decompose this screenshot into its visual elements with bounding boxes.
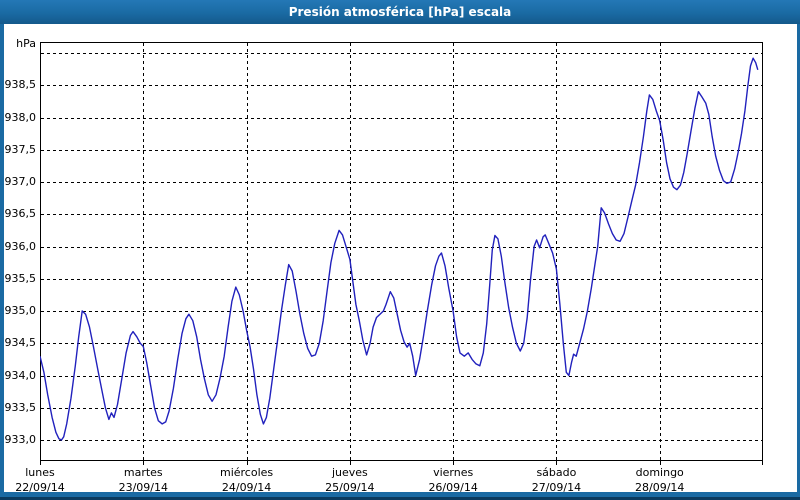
x-axis-tick [40,461,41,465]
x-day-date-label: 27/09/14 [531,481,582,494]
window-border-left [0,24,4,500]
y-tick-label: 938,0 [4,110,37,124]
x-day-date-label: 24/09/14 [221,481,272,494]
x-day-date-label: 28/09/14 [635,481,685,494]
y-axis-unit-label: hPa [16,37,36,50]
x-axis-tick [762,461,763,465]
y-tick-label: 935,0 [4,304,37,317]
x-day-date-label: 22/09/14 [15,481,65,494]
x-day-name-label: martes [123,466,163,479]
x-day-name-label: miércoles [219,466,274,479]
x-day-date-label: 26/09/14 [428,481,478,494]
window-border-right [797,24,800,500]
y-tick-label: 936,5 [4,207,37,221]
x-day-name-label: viernes [433,466,474,479]
plot-border [40,42,763,461]
y-tick-label: 933,0 [4,433,37,446]
x-axis-tick [143,461,144,465]
y-tick-label: 937,0 [4,175,37,188]
x-axis-tick [453,461,454,465]
pressure-line-chart [40,42,763,461]
x-day-name-label: domingo [635,466,684,479]
pressure-series-line [40,57,759,441]
window-border-bottom [0,492,800,500]
x-day-date-label: 23/09/14 [118,481,168,494]
window-title: Presión atmosférica [hPa] escala [288,5,512,19]
y-tick-label: 938,5 [4,78,37,92]
y-tick-label: 936,0 [4,239,37,253]
x-day-date-label: 25/09/14 [325,481,375,494]
x-day-name-label: sábado [536,466,577,479]
y-tick-label: 937,5 [4,142,37,156]
x-day-name-label: lunes [25,466,55,479]
plot-area [40,42,763,461]
window-title-bar: Presión atmosférica [hPa] escala [0,0,800,24]
y-tick-label: 934,5 [4,336,37,350]
x-axis-tick [660,461,661,465]
y-tick-label: 934,0 [4,368,37,382]
y-tick-label: 935,5 [4,271,37,285]
x-axis-tick [247,461,248,465]
x-day-name-label: jueves [331,466,368,479]
x-axis-tick [350,461,351,465]
y-tick-label: 933,5 [4,400,37,414]
x-axis-tick [556,461,557,465]
